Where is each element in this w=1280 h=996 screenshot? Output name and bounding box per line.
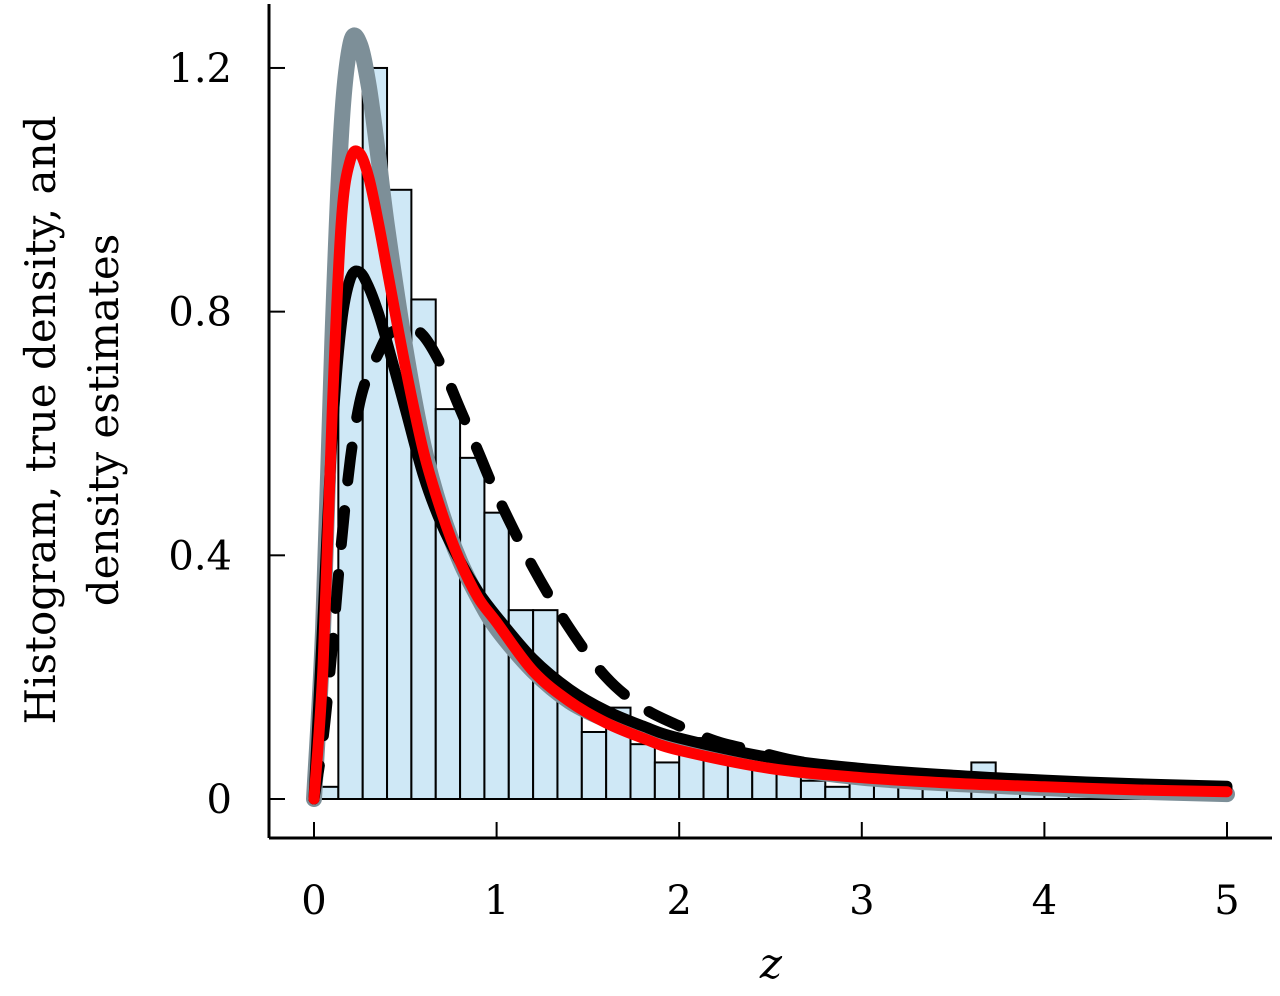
y-axis-title-line-1: Histogram, true density, and [16, 116, 65, 725]
histogram-bar [629, 743, 656, 800]
y-tick-label: 0.4 [168, 533, 232, 579]
histogram-bar [653, 761, 681, 800]
x-tick-label: 2 [666, 878, 691, 924]
histogram-bar [483, 511, 510, 801]
histogram-bars [313, 66, 1216, 801]
red-density-estimate [308, 145, 1233, 805]
histogram-bar [580, 730, 608, 800]
histogram-bar [532, 609, 559, 801]
x-tick-label: 3 [849, 878, 874, 924]
histogram-bar [751, 767, 778, 800]
y-tick-label: 0 [207, 777, 232, 823]
axis-ticks: 0 1 2 3 4 5 0 0.4 0.8 1.2 [168, 46, 1239, 924]
y-tick-label: 1.2 [168, 46, 232, 92]
x-tick-label: 4 [1032, 878, 1057, 924]
x-tick-label: 1 [484, 878, 509, 924]
histogram-bar [799, 779, 827, 800]
histogram-bar [459, 456, 486, 800]
y-axis-title-line-2: density estimates [79, 234, 128, 607]
y-tick-label: 0.8 [168, 290, 232, 336]
histogram-bar [824, 785, 851, 800]
histogram-bar [434, 408, 462, 800]
x-axis-title: z [759, 939, 783, 988]
x-tick-label: 5 [1214, 878, 1239, 924]
x-tick-label: 0 [301, 878, 326, 924]
density-curves [306, 27, 1235, 807]
